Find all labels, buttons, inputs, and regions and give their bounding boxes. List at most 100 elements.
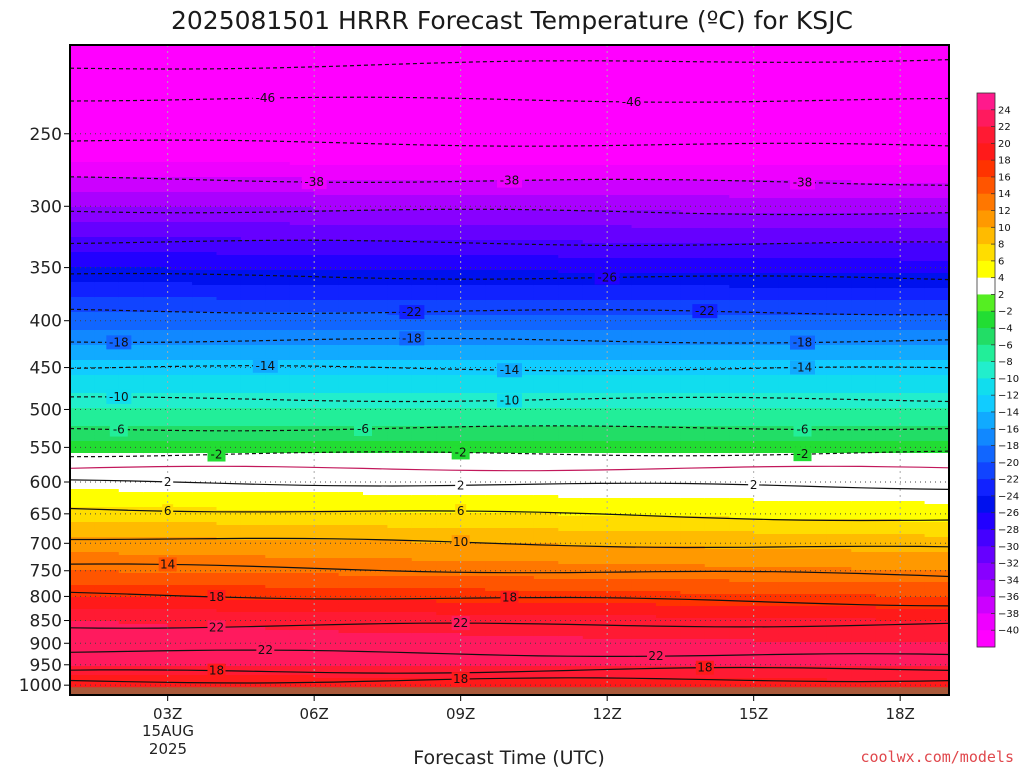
- temperature-cell: [240, 438, 266, 442]
- temperature-cell: [436, 636, 462, 640]
- temperature-cell: [70, 639, 95, 643]
- temperature-cell: [265, 615, 291, 619]
- temperature-cell: [94, 570, 120, 574]
- temperature-cell: [460, 498, 486, 502]
- temperature-cell: [167, 156, 193, 160]
- temperature-cell: [143, 375, 169, 379]
- temperature-cell: [240, 540, 266, 544]
- temperature-cell: [265, 117, 291, 121]
- temperature-cell: [289, 228, 315, 232]
- temperature-cell: [143, 390, 169, 394]
- temperature-cell: [363, 255, 388, 259]
- temperature-cell: [167, 573, 193, 577]
- temperature-cell: [338, 672, 364, 676]
- temperature-cell: [216, 129, 242, 133]
- temperature-cell: [94, 240, 120, 244]
- temperature-cell: [338, 237, 364, 241]
- temperature-cell: [411, 294, 437, 298]
- temperature-cell: [240, 567, 266, 571]
- temperature-cell: [607, 390, 633, 394]
- temperature-cell: [70, 588, 95, 592]
- temperature-cell: [485, 546, 511, 550]
- temperature-cell: [485, 321, 511, 325]
- temperature-cell: [436, 87, 462, 91]
- temperature-cell: [143, 141, 169, 145]
- temperature-cell: [216, 168, 242, 172]
- temperature-cell: [265, 279, 291, 283]
- temperature-cell: [118, 444, 144, 448]
- temperature-cell: [582, 633, 608, 637]
- temperature-cell: [167, 282, 193, 286]
- temperature-cell: [363, 126, 388, 130]
- temperature-cell: [143, 645, 169, 649]
- temperature-cell: [216, 138, 242, 142]
- temperature-cell: [314, 642, 340, 646]
- temperature-cell: [289, 609, 315, 613]
- temperature-cell: [167, 555, 193, 559]
- temperature-cell: [460, 306, 486, 310]
- temperature-cell: [265, 240, 291, 244]
- temperature-cell: [70, 105, 95, 109]
- temperature-cell: [436, 405, 462, 409]
- temperature-cell: [533, 189, 559, 193]
- temperature-cell: [363, 273, 388, 277]
- temperature-cell: [582, 321, 608, 325]
- temperature-cell: [216, 144, 242, 148]
- temperature-cell: [485, 168, 511, 172]
- temperature-cell: [265, 192, 291, 196]
- temperature-cell: [607, 552, 633, 556]
- temperature-cell: [143, 597, 169, 601]
- temperature-cell: [192, 675, 218, 679]
- temperature-cell: [558, 633, 584, 637]
- temperature-cell: [607, 195, 633, 199]
- temperature-cell: [94, 405, 120, 409]
- temperature-cell: [558, 477, 584, 481]
- temperature-cell: [582, 435, 608, 439]
- temperature-cell: [167, 228, 193, 232]
- temperature-cell: [509, 129, 535, 133]
- temperature-cell: [167, 411, 193, 415]
- temperature-cell: [143, 612, 169, 616]
- temperature-cell: [558, 507, 584, 511]
- temperature-cell: [558, 591, 584, 595]
- temperature-cell: [558, 435, 584, 439]
- temperature-cell: [94, 561, 120, 565]
- temperature-cell: [192, 564, 218, 568]
- temperature-cell: [387, 297, 413, 301]
- temperature-cell: [167, 498, 193, 502]
- temperature-cell: [167, 378, 193, 382]
- temperature-cell: [411, 240, 437, 244]
- temperature-cell: [338, 78, 364, 82]
- temperature-cell: [509, 96, 535, 100]
- temperature-cell: [338, 609, 364, 613]
- temperature-cell: [387, 384, 413, 388]
- temperature-cell: [460, 366, 486, 370]
- temperature-cell: [265, 603, 291, 607]
- temperature-cell: [558, 588, 584, 592]
- temperature-cell: [411, 222, 437, 226]
- temperature-cell: [436, 339, 462, 343]
- temperature-cell: [94, 441, 120, 445]
- temperature-cell: [387, 411, 413, 415]
- temperature-cell: [460, 234, 486, 238]
- temperature-cell: [363, 507, 388, 511]
- temperature-cell: [338, 300, 364, 304]
- temperature-cell: [118, 273, 144, 277]
- temperature-cell: [533, 615, 559, 619]
- temperature-cell: [216, 498, 242, 502]
- temperature-cell: [143, 111, 169, 115]
- temperature-cell: [94, 192, 120, 196]
- temperature-cell: [533, 657, 559, 661]
- temperature-cell: [289, 354, 315, 358]
- temperature-cell: [436, 465, 462, 469]
- temperature-cell: [94, 333, 120, 337]
- temperature-cell: [314, 180, 340, 184]
- temperature-cell: [289, 207, 315, 211]
- temperature-cell: [240, 246, 266, 250]
- temperature-cell: [558, 474, 584, 478]
- temperature-cell: [338, 219, 364, 223]
- temperature-cell: [118, 678, 144, 682]
- temperature-cell: [216, 306, 242, 310]
- temperature-cell: [143, 495, 169, 499]
- temperature-cell: [607, 324, 633, 328]
